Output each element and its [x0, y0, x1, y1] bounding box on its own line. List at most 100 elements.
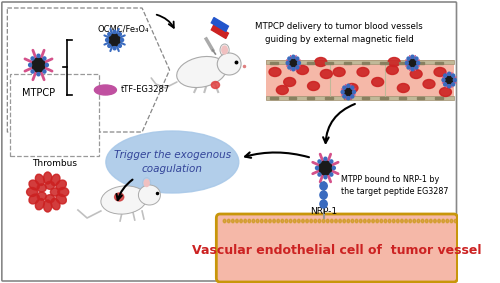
- Ellipse shape: [454, 219, 457, 223]
- Ellipse shape: [334, 219, 338, 223]
- Ellipse shape: [138, 185, 160, 205]
- Ellipse shape: [276, 85, 288, 95]
- Ellipse shape: [302, 219, 304, 223]
- Ellipse shape: [36, 198, 44, 210]
- Ellipse shape: [44, 200, 52, 212]
- Circle shape: [43, 70, 46, 73]
- Circle shape: [320, 191, 327, 199]
- Ellipse shape: [256, 219, 259, 223]
- Ellipse shape: [376, 219, 378, 223]
- Circle shape: [320, 182, 327, 190]
- Circle shape: [343, 86, 346, 89]
- Text: Trigger the exogenous
coagulation: Trigger the exogenous coagulation: [114, 150, 231, 173]
- Ellipse shape: [330, 219, 333, 223]
- Ellipse shape: [404, 219, 407, 223]
- Text: Vascular endothelial cell of  tumor vessel: Vascular endothelial cell of tumor vesse…: [192, 245, 481, 258]
- Circle shape: [31, 57, 34, 60]
- Ellipse shape: [248, 219, 250, 223]
- Circle shape: [296, 66, 299, 69]
- Circle shape: [324, 175, 327, 179]
- Circle shape: [288, 66, 291, 69]
- Ellipse shape: [388, 57, 400, 67]
- Circle shape: [28, 63, 32, 67]
- FancyBboxPatch shape: [398, 61, 406, 63]
- FancyBboxPatch shape: [307, 97, 314, 99]
- FancyBboxPatch shape: [10, 74, 99, 156]
- Circle shape: [330, 160, 333, 163]
- Circle shape: [120, 38, 124, 42]
- FancyBboxPatch shape: [266, 96, 454, 100]
- Circle shape: [108, 33, 110, 36]
- Ellipse shape: [223, 219, 226, 223]
- FancyBboxPatch shape: [436, 61, 442, 63]
- Ellipse shape: [222, 46, 228, 54]
- Circle shape: [32, 58, 45, 72]
- Ellipse shape: [380, 219, 382, 223]
- Ellipse shape: [333, 68, 345, 76]
- Ellipse shape: [351, 219, 354, 223]
- Circle shape: [292, 55, 295, 58]
- Circle shape: [31, 70, 34, 73]
- Ellipse shape: [421, 219, 424, 223]
- FancyBboxPatch shape: [398, 97, 406, 99]
- Circle shape: [351, 95, 354, 98]
- Circle shape: [37, 54, 40, 57]
- Circle shape: [407, 66, 410, 69]
- Circle shape: [415, 66, 418, 69]
- FancyBboxPatch shape: [270, 97, 278, 99]
- Circle shape: [296, 57, 299, 60]
- Circle shape: [448, 72, 450, 75]
- Ellipse shape: [346, 83, 358, 93]
- Circle shape: [318, 160, 321, 163]
- Ellipse shape: [326, 219, 329, 223]
- FancyBboxPatch shape: [362, 61, 370, 63]
- FancyBboxPatch shape: [270, 61, 278, 63]
- Ellipse shape: [434, 219, 436, 223]
- Ellipse shape: [314, 219, 316, 223]
- FancyBboxPatch shape: [326, 97, 332, 99]
- Text: Thrombus: Thrombus: [32, 159, 76, 168]
- Ellipse shape: [417, 219, 420, 223]
- Ellipse shape: [106, 131, 239, 193]
- Circle shape: [318, 173, 321, 176]
- Ellipse shape: [392, 219, 395, 223]
- Circle shape: [454, 78, 456, 82]
- Ellipse shape: [144, 179, 149, 186]
- Circle shape: [452, 83, 454, 86]
- Ellipse shape: [343, 219, 345, 223]
- FancyBboxPatch shape: [288, 97, 296, 99]
- Circle shape: [347, 97, 350, 100]
- Ellipse shape: [315, 57, 327, 67]
- Circle shape: [341, 90, 344, 94]
- FancyBboxPatch shape: [362, 97, 370, 99]
- Ellipse shape: [101, 186, 146, 214]
- Ellipse shape: [440, 87, 452, 97]
- Ellipse shape: [285, 219, 288, 223]
- Circle shape: [108, 44, 110, 47]
- Ellipse shape: [269, 68, 281, 76]
- Circle shape: [113, 47, 116, 50]
- Circle shape: [320, 200, 327, 208]
- Ellipse shape: [410, 70, 422, 78]
- FancyBboxPatch shape: [380, 61, 388, 63]
- Ellipse shape: [281, 219, 283, 223]
- Ellipse shape: [384, 219, 387, 223]
- Ellipse shape: [220, 44, 229, 56]
- Ellipse shape: [176, 57, 226, 87]
- FancyBboxPatch shape: [212, 18, 228, 31]
- Circle shape: [288, 57, 291, 60]
- Ellipse shape: [289, 219, 292, 223]
- Ellipse shape: [372, 78, 384, 87]
- Circle shape: [407, 57, 410, 60]
- Circle shape: [292, 68, 295, 71]
- Circle shape: [113, 30, 116, 33]
- Ellipse shape: [442, 219, 444, 223]
- FancyBboxPatch shape: [288, 61, 296, 63]
- FancyBboxPatch shape: [344, 97, 351, 99]
- Ellipse shape: [58, 188, 68, 196]
- Ellipse shape: [320, 70, 332, 78]
- Text: NRP-1: NRP-1: [310, 207, 337, 216]
- Circle shape: [351, 86, 354, 89]
- Ellipse shape: [430, 219, 432, 223]
- Ellipse shape: [232, 219, 234, 223]
